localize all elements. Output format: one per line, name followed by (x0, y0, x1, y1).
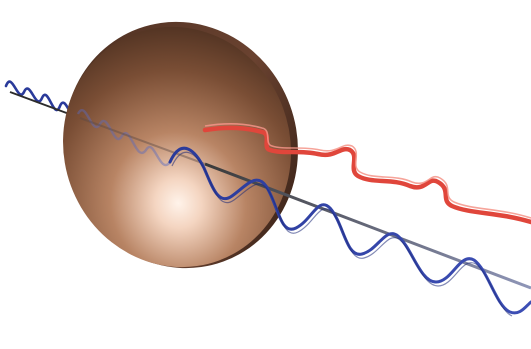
wave-through-dish (76, 109, 171, 167)
dish-disc (63, 26, 291, 268)
axis-line-through-dish (79, 117, 206, 165)
reflected-red-ribbon-edge (204, 123, 531, 219)
transmitted-blue-wave-shadow (171, 151, 513, 317)
reflected-red-ribbon-wave (202, 125, 531, 225)
incident-blue-wave (4, 80, 80, 119)
